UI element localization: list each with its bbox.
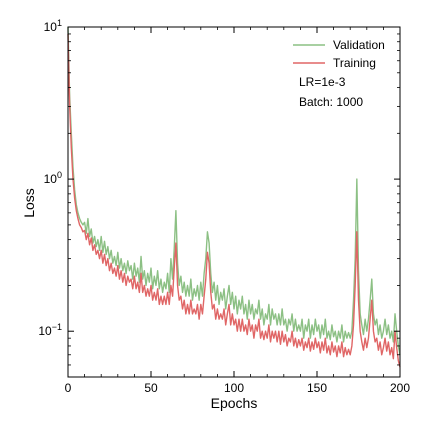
legend: Validation Training (293, 38, 385, 70)
y-tick-label: 101 (44, 18, 62, 34)
legend-label-training: Training (333, 56, 376, 70)
x-tick-label: 200 (390, 381, 410, 395)
series-line-training (67, 33, 401, 368)
series-layer (67, 26, 401, 368)
legend-label-validation: Validation (333, 38, 385, 52)
annotation-learning-rate: LR=1e-3 (299, 75, 346, 89)
x-tick-label: 50 (144, 381, 158, 395)
x-tick-label: 100 (224, 381, 244, 395)
y-axis-title: Loss (21, 188, 37, 218)
x-tick-label: 150 (307, 381, 327, 395)
y-tick-label: 10−1 (38, 322, 62, 338)
x-axis-title: Epochs (211, 395, 258, 411)
x-tick-label: 0 (65, 381, 72, 395)
annotation-batch-size: Batch: 1000 (299, 95, 363, 109)
y-tick-label: 100 (44, 170, 62, 186)
series-line-validation (67, 26, 401, 355)
ticks-layer: 0 50 100 150 200 10−1 100 101 (38, 18, 410, 395)
